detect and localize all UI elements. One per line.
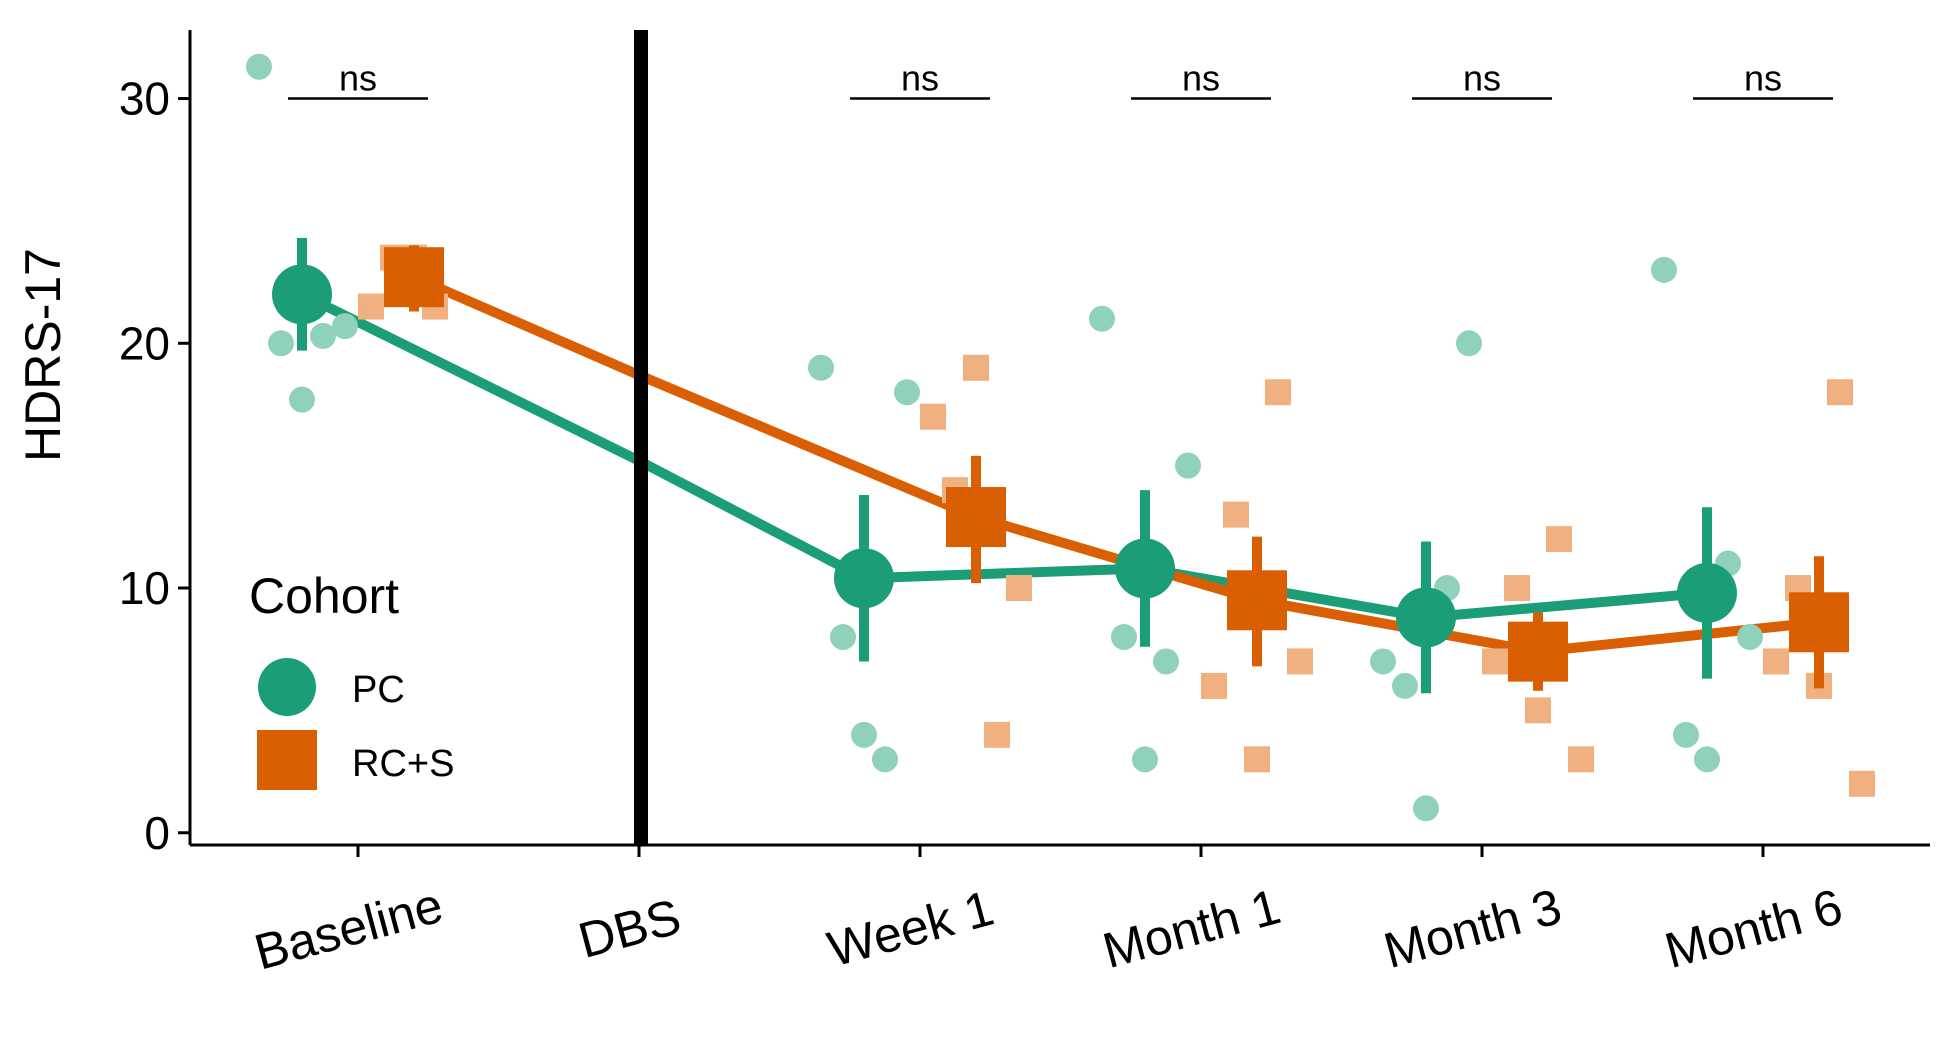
pc-individual-point — [1153, 648, 1179, 675]
x-tick-label: Month 3 — [1378, 878, 1567, 979]
rcs-individual-point — [984, 721, 1010, 748]
y-axis-label: HDRS-17 — [15, 248, 71, 462]
rcs-mean-point — [1789, 592, 1849, 653]
y-tick-label: 30 — [119, 73, 170, 125]
rcs-individual-point — [920, 403, 946, 430]
pc-individual-point — [268, 330, 294, 357]
pc-individual-point — [1370, 648, 1396, 675]
rcs-individual-point — [358, 293, 384, 320]
significance-label: ns — [1463, 58, 1501, 99]
pc-individual-point — [1392, 672, 1418, 699]
pc-individual-point — [1456, 330, 1482, 357]
pc-individual-point — [808, 354, 834, 381]
x-tick-label: Month 6 — [1659, 878, 1848, 979]
significance-annotations: ns ns ns ns ns — [288, 58, 1833, 100]
legend-pc-label: PC — [352, 669, 405, 711]
y-tick-label: 0 — [144, 807, 170, 859]
pc-mean-point — [1396, 587, 1456, 648]
rcs-individual-point — [1265, 379, 1291, 406]
rcs-individual-point — [1763, 648, 1789, 675]
pc-individual-point — [1111, 623, 1137, 650]
pc-individual-point — [310, 322, 336, 349]
pc-mean-point — [1115, 538, 1175, 599]
rcs-individual-point — [1223, 501, 1249, 528]
rcs-individual-point — [1849, 770, 1875, 797]
rcs-individual-point — [1244, 746, 1270, 773]
rcs-mean-point — [1508, 621, 1568, 682]
significance-label: ns — [1182, 58, 1220, 99]
legend-rcs-label: RC+S — [352, 743, 454, 785]
rcs-individual-point — [1482, 648, 1508, 675]
pc-individual-point — [830, 623, 856, 650]
significance-label: ns — [901, 58, 939, 99]
individual-points-layer — [246, 53, 1875, 822]
rcs-mean-point — [1227, 570, 1287, 631]
pc-individual-point — [1737, 623, 1763, 650]
rcs-individual-point — [1827, 379, 1853, 406]
legend-title: Cohort — [249, 568, 399, 624]
pc-individual-point — [851, 721, 877, 748]
rcs-individual-point — [1525, 697, 1551, 724]
pc-individual-point — [1694, 746, 1720, 773]
rcs-individual-point — [963, 354, 989, 381]
rcs-individual-point — [1546, 526, 1572, 553]
rcs-individual-point — [1568, 746, 1594, 773]
y-ticks: 0 10 20 30 — [119, 73, 190, 859]
mean-lines-layer — [299, 272, 1820, 657]
x-tick-label: Month 1 — [1097, 878, 1286, 979]
legend-pc-marker — [258, 658, 316, 716]
legend: Cohort PC RC+S — [249, 568, 454, 790]
pc-individual-point — [1651, 256, 1677, 283]
rcs-mean-point — [384, 247, 444, 308]
pc-individual-point — [246, 53, 272, 80]
pc-individual-point — [1413, 795, 1439, 822]
rcs-individual-point — [1006, 575, 1032, 602]
rcs-mean-point — [946, 487, 1006, 548]
rcs-individual-point — [1504, 575, 1530, 602]
pc-individual-point — [332, 313, 358, 340]
legend-rcs-marker — [257, 730, 317, 790]
pc-mean-point — [834, 548, 894, 609]
pc-mean-point — [1677, 562, 1737, 623]
mean-markers-layer — [272, 238, 1849, 694]
significance-label: ns — [339, 58, 377, 99]
x-tick-label: DBS — [573, 888, 687, 969]
pc-individual-point — [289, 386, 315, 413]
rcs-individual-point — [1201, 672, 1227, 699]
x-ticks: Baseline DBS Week 1 Month 1 Month 3 Month 6 — [249, 845, 1848, 980]
pc-individual-point — [1132, 746, 1158, 773]
y-tick-label: 20 — [119, 317, 170, 369]
pc-individual-point — [1175, 452, 1201, 479]
y-tick-label: 10 — [119, 562, 170, 614]
pc-mean-line — [299, 289, 1708, 623]
pc-mean-point — [272, 264, 332, 325]
x-tick-label: Week 1 — [822, 880, 999, 978]
pc-individual-point — [894, 379, 920, 406]
pc-individual-point — [1673, 721, 1699, 748]
significance-label: ns — [1744, 58, 1782, 99]
x-tick-label: Baseline — [249, 877, 449, 981]
rcs-mean-line — [412, 272, 1820, 657]
rcs-individual-point — [1287, 648, 1313, 675]
pc-individual-point — [872, 746, 898, 773]
pc-individual-point — [1089, 305, 1115, 332]
